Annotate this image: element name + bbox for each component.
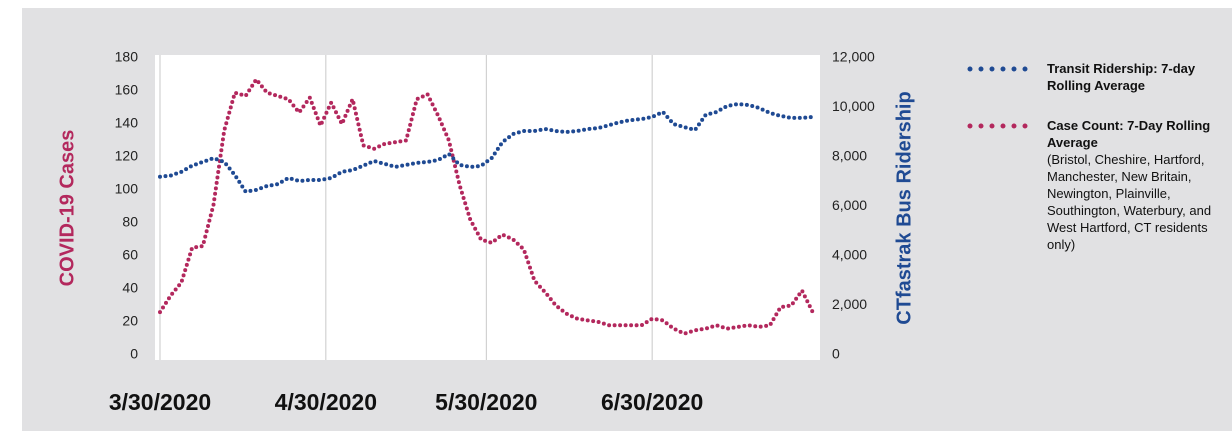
x-tick-label: 5/30/2020 xyxy=(435,389,537,415)
plot-area xyxy=(155,55,820,360)
y2-axis-label: CTfastrak Bus Ridership xyxy=(893,91,915,324)
y2-tick-label: 10,000 xyxy=(832,98,875,114)
legend-label: Transit Ridership: 7-day Rolling Average xyxy=(1047,61,1196,93)
y2-tick-label: 6,000 xyxy=(832,197,867,213)
legend-entry: Transit Ridership: 7-day Rolling Average xyxy=(1047,60,1227,94)
y2-tick-label: 8,000 xyxy=(832,148,867,164)
line-series xyxy=(158,75,815,336)
x-tick-label: 4/30/2020 xyxy=(275,389,377,415)
y-tick-label: 100 xyxy=(115,181,139,197)
legend-note: (Bristol, Cheshire, Hartford, Manchester… xyxy=(1047,152,1212,252)
y2-tick-label: 12,000 xyxy=(832,49,875,65)
y-tick-label: 80 xyxy=(122,214,138,230)
y-tick-label: 180 xyxy=(115,49,139,65)
y-tick-label: 20 xyxy=(122,313,138,329)
y-tick-label: 60 xyxy=(122,247,138,263)
y-tick-label: 40 xyxy=(122,280,138,296)
y2-tick-label: 4,000 xyxy=(832,247,867,263)
y-tick-label: 0 xyxy=(130,346,138,362)
legend-entry: Case Count: 7-Day Rolling Average (Bristo… xyxy=(1047,117,1227,253)
y2-tick-label: 0 xyxy=(832,346,840,362)
y-tick-label: 160 xyxy=(115,82,139,98)
y-axis-label: COVID-19 Cases xyxy=(56,130,78,287)
y2-tick-label: 2,000 xyxy=(832,296,867,312)
x-tick-label: 3/30/2020 xyxy=(109,389,211,415)
y-tick-label: 120 xyxy=(115,148,139,164)
line-series xyxy=(158,101,815,194)
y-tick-label: 140 xyxy=(115,115,139,131)
legend-label: Case Count: 7-Day Rolling Average xyxy=(1047,118,1211,150)
x-tick-label: 6/30/2020 xyxy=(601,389,703,415)
